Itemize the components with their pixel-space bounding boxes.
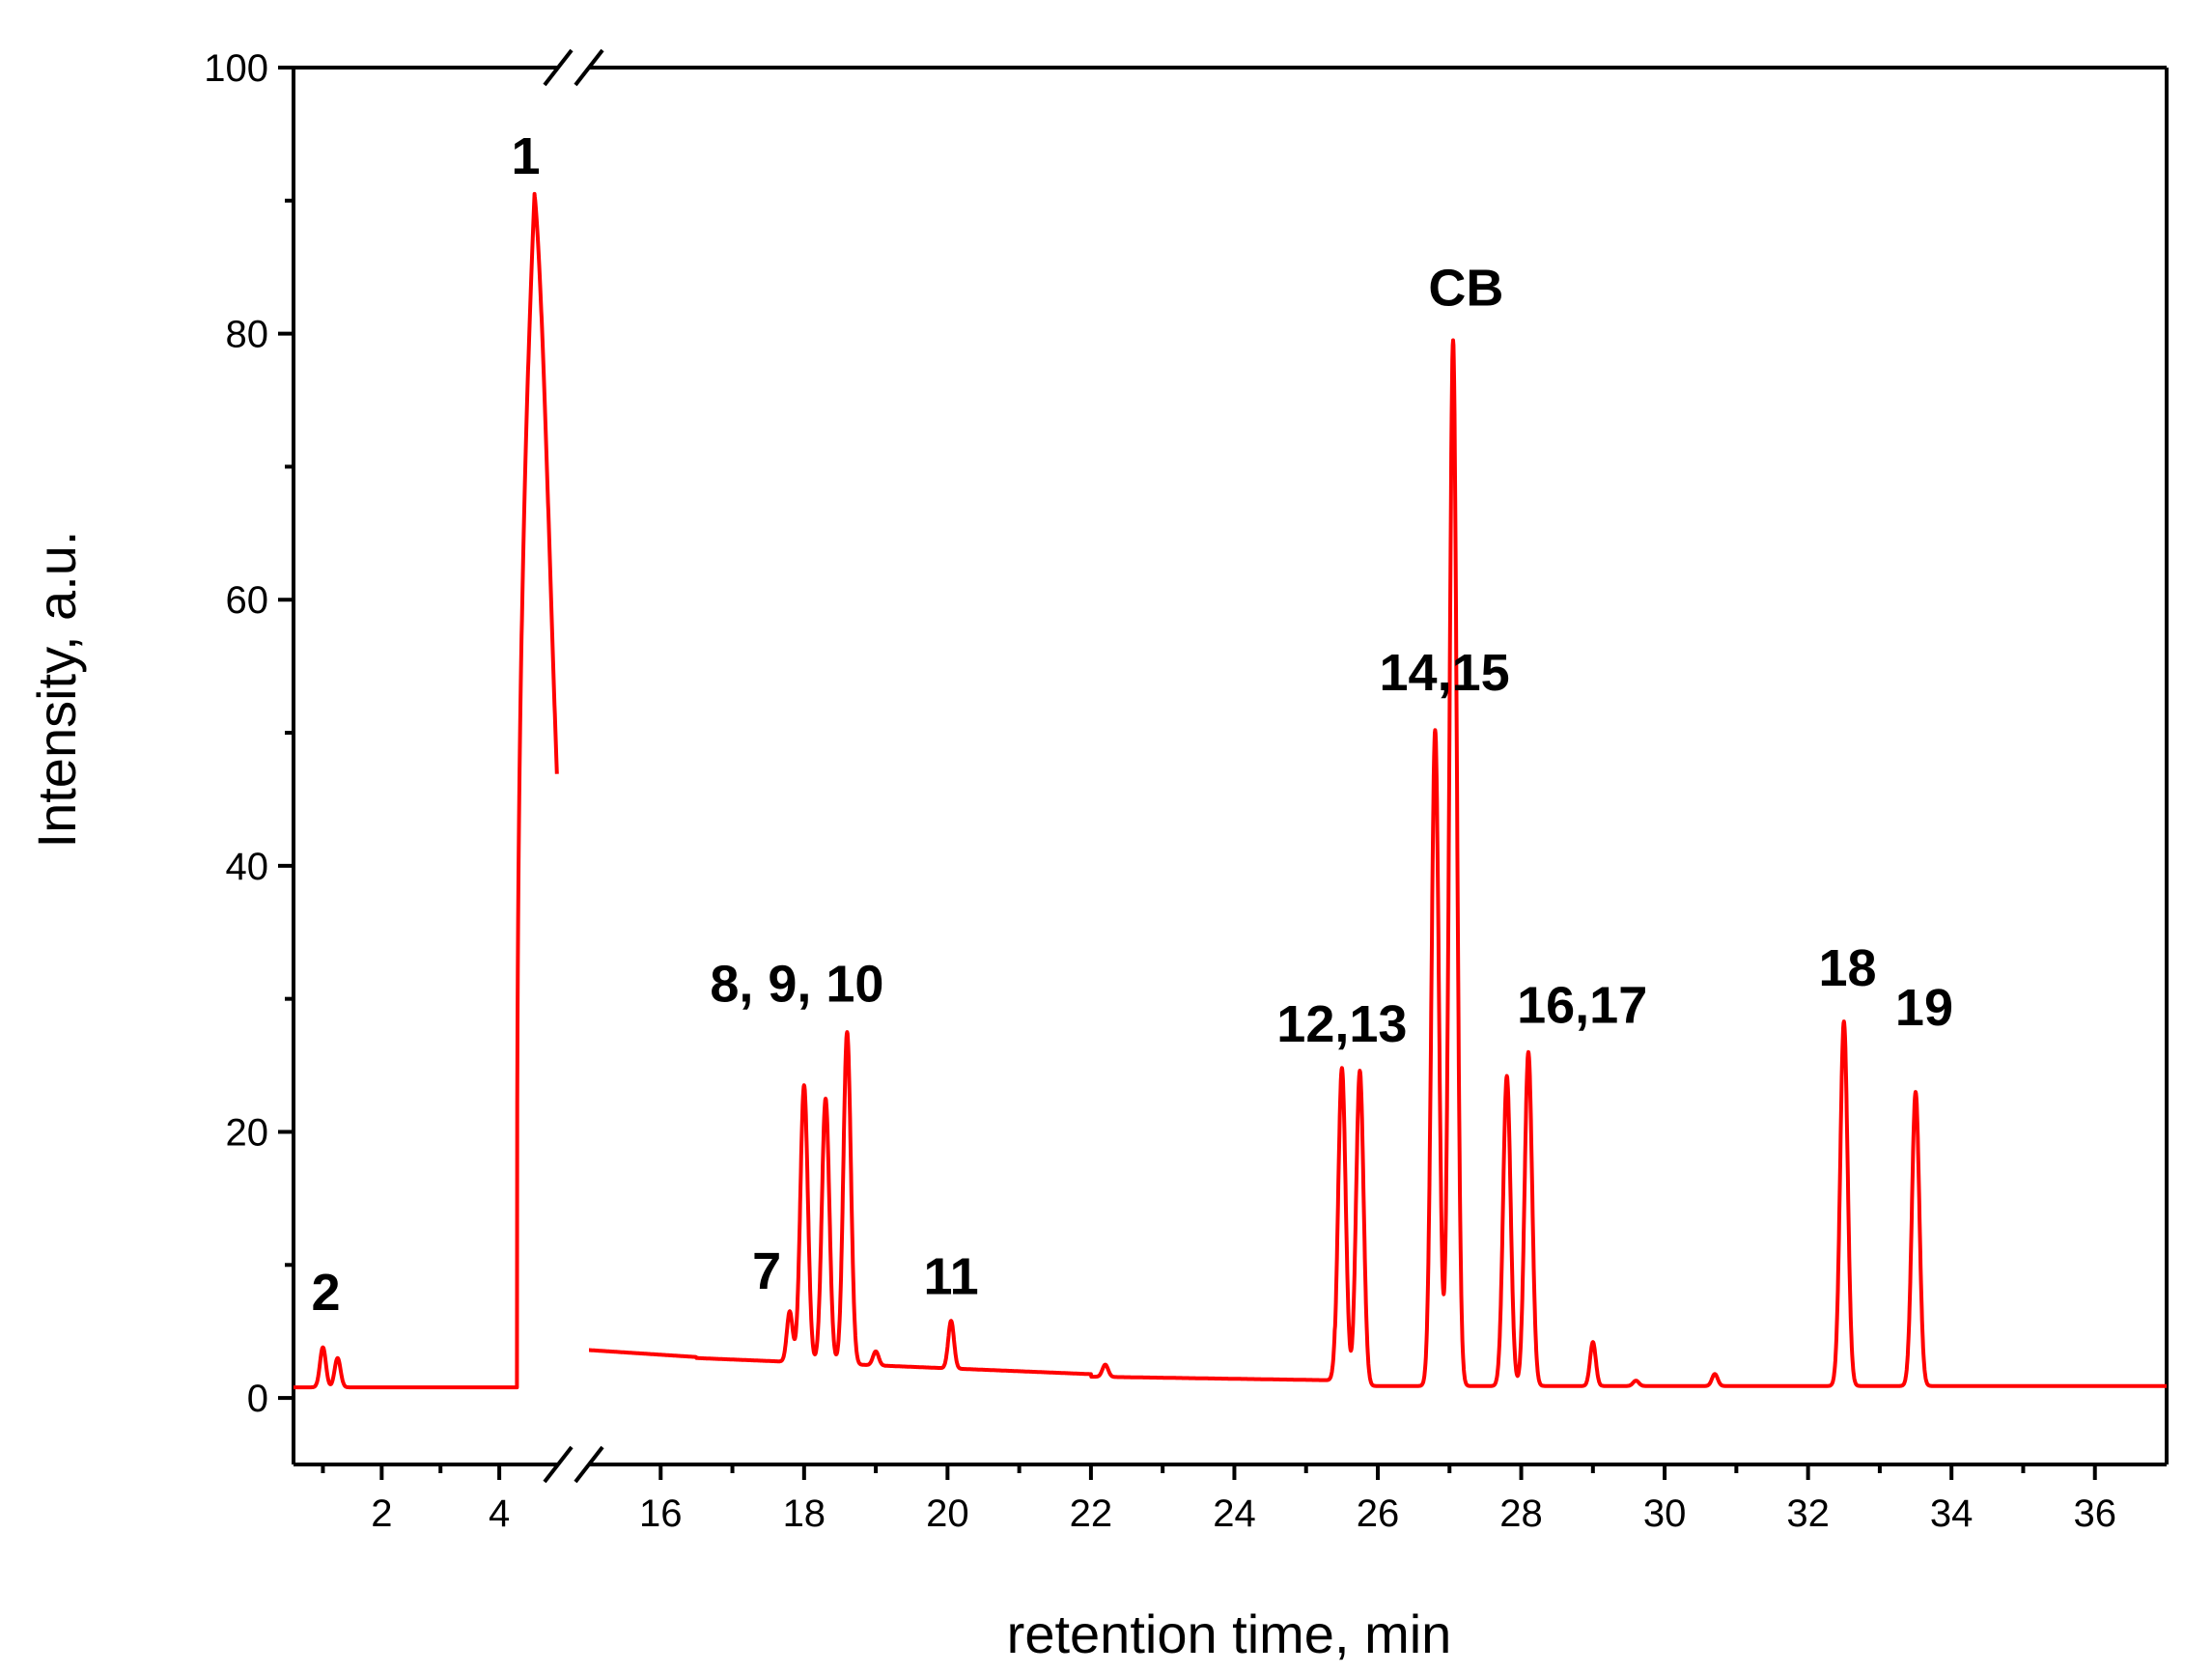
- y-tick-label: 100: [204, 47, 268, 90]
- x-axis-title: retention time, min: [1007, 1603, 1452, 1664]
- y-tick-label: 40: [226, 846, 269, 888]
- axis-break-marks: [543, 48, 604, 1484]
- x-tick-label: 32: [1786, 1492, 1830, 1535]
- peak-label: 8, 9, 10: [710, 955, 883, 1013]
- x-tick-label: 22: [1070, 1492, 1113, 1535]
- y-tick-label: 80: [226, 314, 269, 356]
- axis-break-mark: [543, 48, 574, 87]
- peak-label: CB: [1428, 260, 1503, 318]
- peak-label: 19: [1895, 979, 1953, 1037]
- axis-break-mark: [574, 1445, 604, 1484]
- chromatogram-series: [292, 191, 2169, 1390]
- axis-break-mark: [543, 1445, 574, 1484]
- x-tick-label: 4: [489, 1492, 510, 1535]
- x-tick-label: 24: [1213, 1492, 1256, 1535]
- y-tick-label: 0: [247, 1378, 268, 1420]
- peak-label: 11: [924, 1248, 979, 1306]
- y-tick-label: 60: [226, 579, 269, 622]
- x-tick-label: 20: [926, 1492, 969, 1535]
- x-tick-label: 2: [371, 1492, 392, 1535]
- x-tick-label: 36: [2073, 1492, 2116, 1535]
- plot-frame: [292, 66, 2169, 1466]
- x-tick-label: 16: [639, 1492, 683, 1535]
- peak-label: 2: [311, 1264, 340, 1322]
- peak-label: 7: [752, 1242, 781, 1300]
- series-line-segment-2: [587, 338, 2169, 1388]
- peak-label: 14,15: [1380, 644, 1510, 702]
- peak-label: 12,13: [1276, 995, 1407, 1053]
- peak-label: 18: [1818, 939, 1876, 997]
- series-line-segment-1: [292, 191, 559, 1390]
- peak-label: 16,17: [1517, 976, 1647, 1034]
- x-tick-label: 34: [1930, 1492, 1974, 1535]
- x-tick-label: 28: [1499, 1492, 1543, 1535]
- y-axis-title: Intensity, a.u.: [26, 531, 87, 849]
- x-tick-label: 26: [1357, 1492, 1400, 1535]
- x-tick-label: 18: [783, 1492, 826, 1535]
- axis-break-mark: [574, 48, 604, 87]
- y-tick-label: 20: [226, 1111, 269, 1154]
- peak-label: 1: [511, 127, 540, 185]
- x-tick-label: 30: [1643, 1492, 1687, 1535]
- peak-labels: 2 1 7 8, 9, 10 11 12,13 14,15 CB 16,17 18 19: [311, 127, 1953, 1322]
